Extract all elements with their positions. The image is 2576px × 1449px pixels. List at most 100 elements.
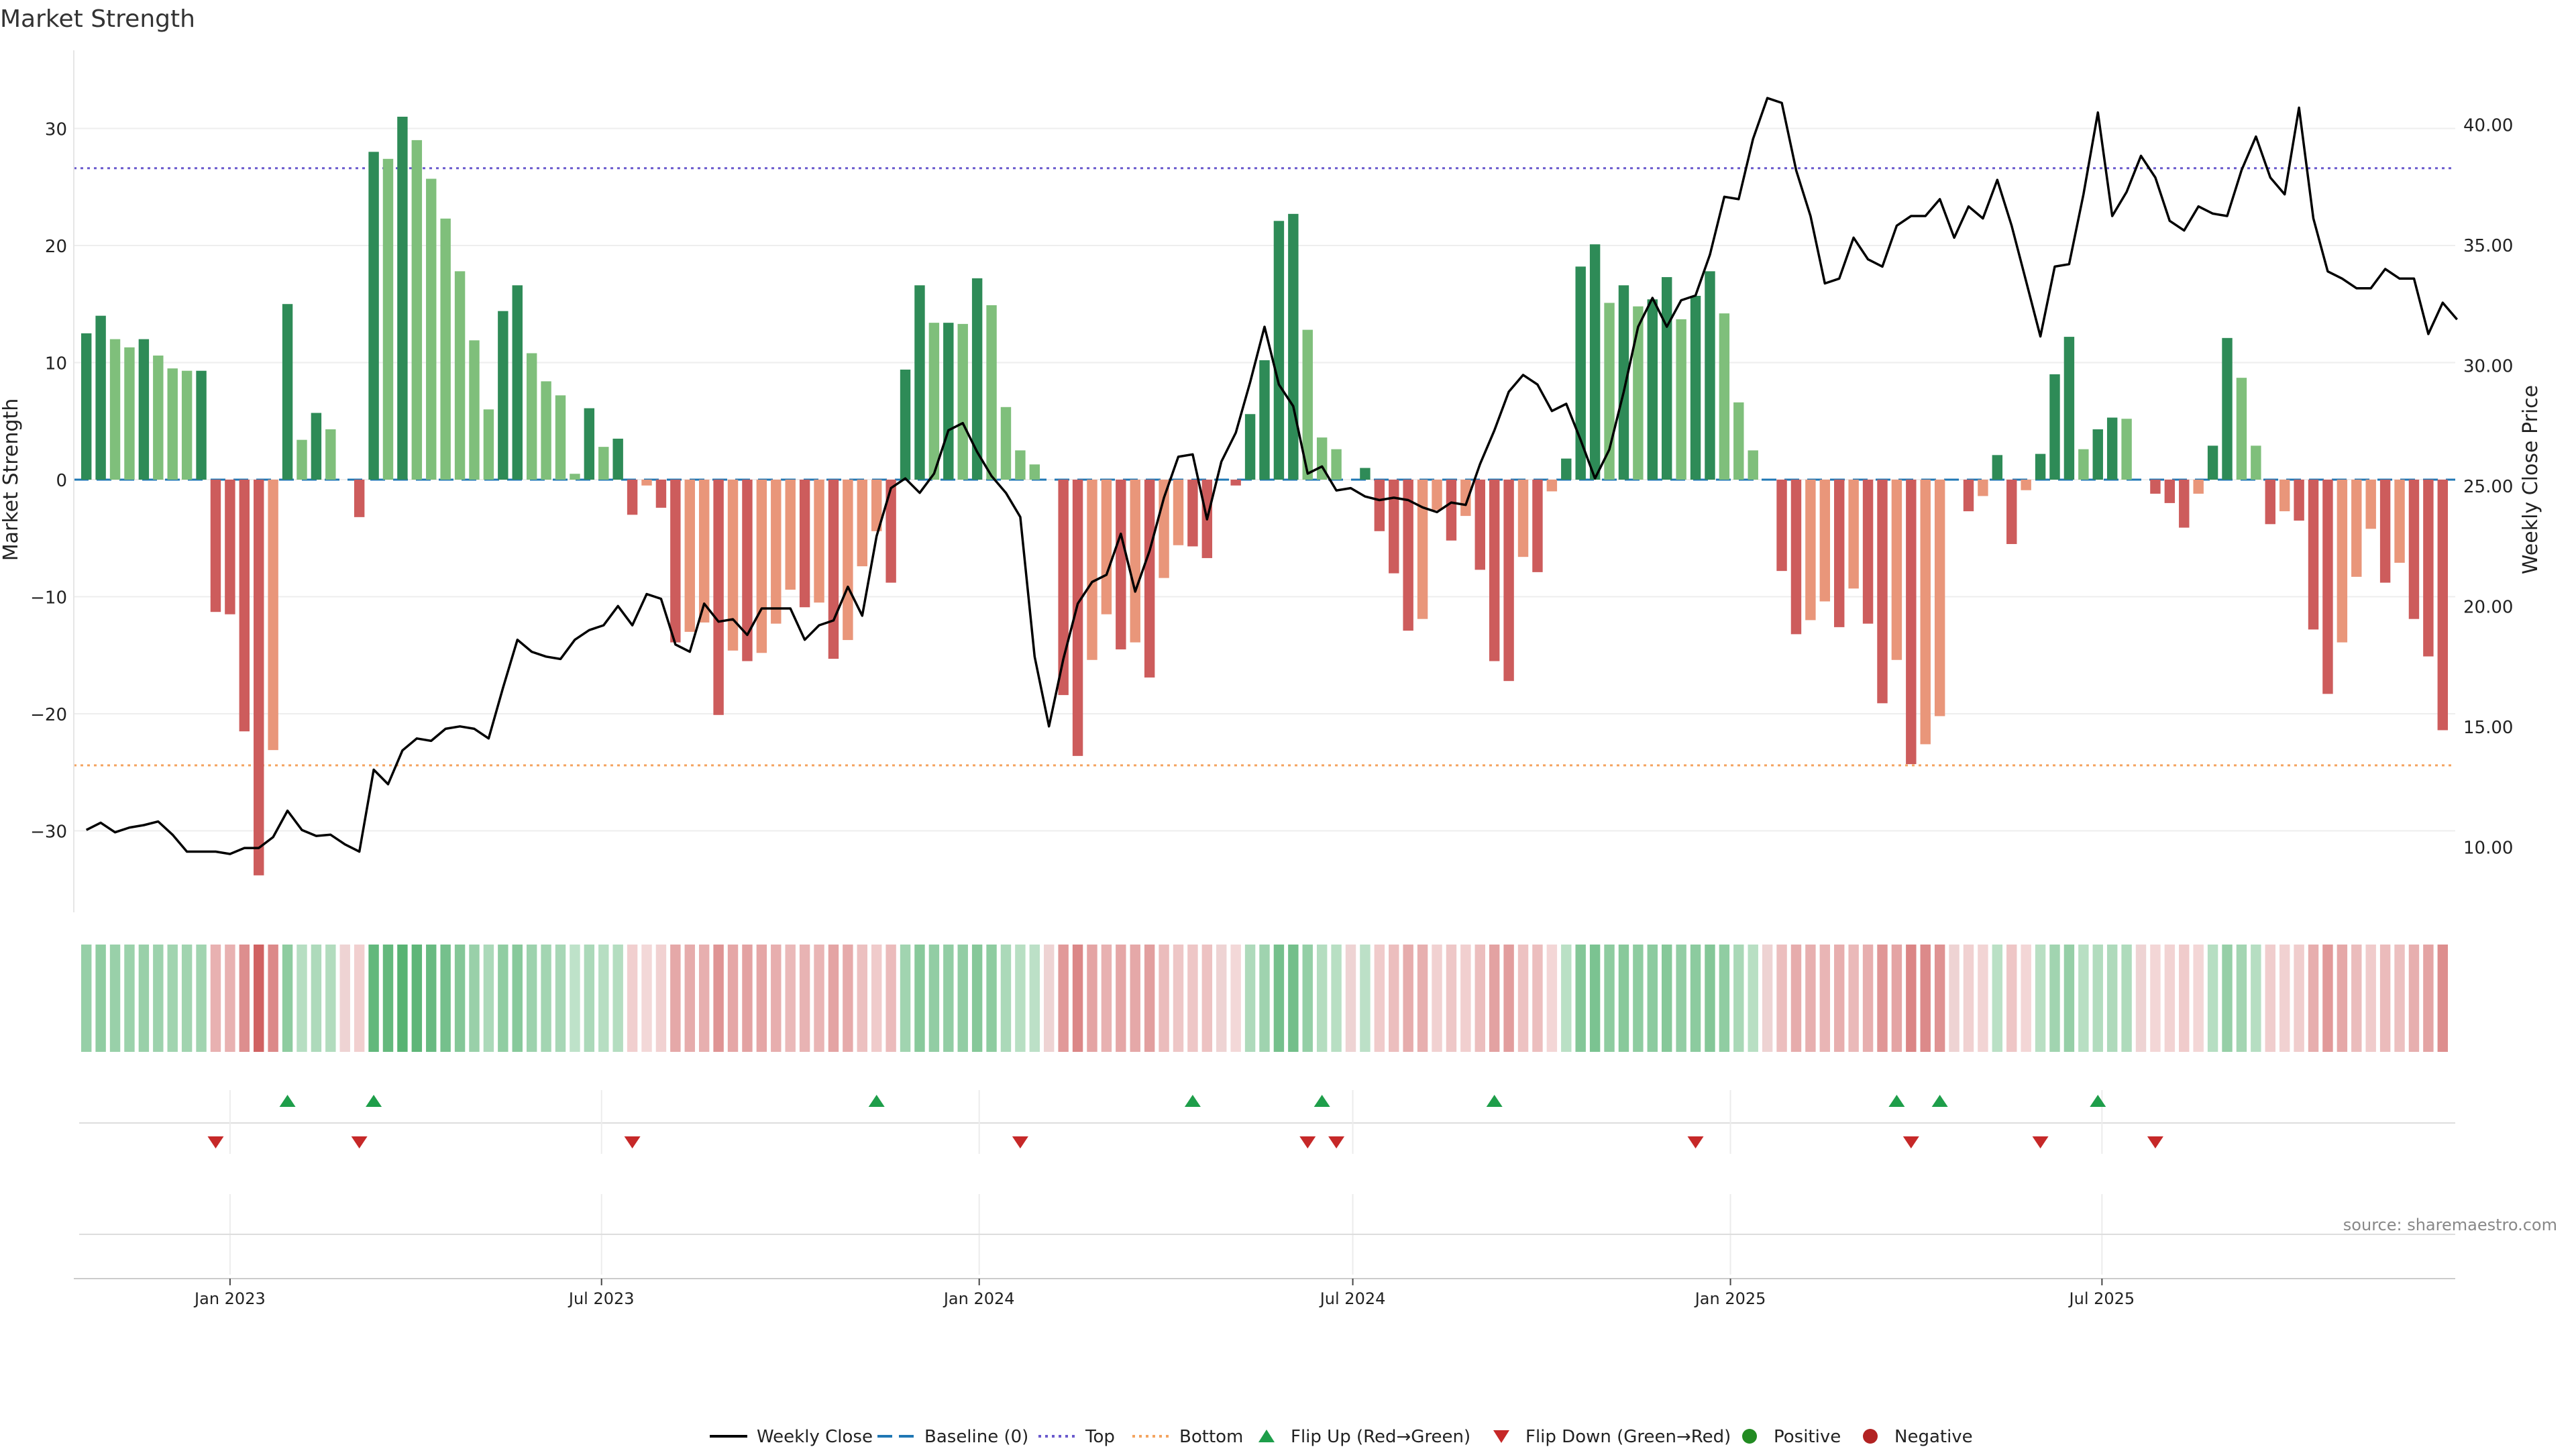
heat-cell (885, 945, 896, 1052)
strength-bar (1690, 296, 1701, 480)
strength-bar (2308, 480, 2319, 630)
y-axis-label-right: Weekly Close Price (2519, 385, 2542, 574)
strength-bar (469, 340, 480, 480)
strength-bar (1819, 480, 1831, 602)
heat-cell (1389, 945, 1399, 1052)
heat-cell (627, 945, 638, 1052)
weekly-close-line-group (85, 97, 2459, 855)
heat-cell (2236, 945, 2247, 1052)
strength-bar (1288, 213, 1299, 480)
flip-down-marker (351, 1136, 368, 1148)
heat-cell (2049, 945, 2060, 1052)
heat-cell (957, 945, 968, 1052)
strength-bar (1015, 450, 1026, 480)
strength-bar (2251, 445, 2261, 480)
strength-bar (354, 480, 365, 517)
heat-cell (1259, 945, 1270, 1052)
strength-bar (627, 480, 638, 515)
heat-cell (268, 945, 278, 1052)
x-tick-label: Jan 2024 (943, 1289, 1015, 1308)
heat-cell (167, 945, 178, 1052)
strength-bar (1474, 480, 1485, 570)
strength-bar (512, 285, 523, 480)
strength-bar (742, 480, 753, 661)
heat-cell (354, 945, 365, 1052)
legend-label: Negative (1894, 1427, 1973, 1447)
strength-bar (1891, 480, 1902, 660)
y-tick-label-left: −20 (30, 705, 67, 725)
heat-cell (1489, 945, 1500, 1052)
strength-bar (1532, 480, 1543, 572)
heat-cell (1949, 945, 1960, 1052)
heat-cell (512, 945, 523, 1052)
heat-cell (2337, 945, 2348, 1052)
heat-cell (483, 945, 494, 1052)
strength-bar (1647, 299, 1658, 480)
strength-bar (1460, 480, 1471, 517)
legend-label: Positive (1774, 1427, 1841, 1447)
heat-cell (1072, 945, 1083, 1052)
strength-bar (2265, 480, 2275, 525)
heat-cell (1360, 945, 1371, 1052)
chart-title: Market Strength (0, 5, 195, 33)
heat-cell (2021, 945, 2031, 1052)
strength-bar (713, 480, 724, 715)
strength-bar (1934, 480, 1945, 716)
heat-cell (2063, 945, 2075, 1052)
heat-cell (1819, 945, 1831, 1052)
legend-swatch (1863, 1429, 1878, 1444)
strength-bar (1058, 480, 1069, 696)
strength-bar (1000, 407, 1012, 480)
heat-cell (239, 945, 250, 1052)
strength-bar (857, 480, 868, 567)
strength-bar (1130, 480, 1140, 643)
strength-bar (928, 323, 940, 480)
legend-label: Weekly Close (757, 1427, 873, 1447)
heat-cell (871, 945, 882, 1052)
heat-cell (1173, 945, 1184, 1052)
heat-cell (1633, 945, 1644, 1052)
strength-bar (1618, 285, 1629, 480)
strength-heat-strip (80, 945, 2449, 1052)
strength-bar (225, 480, 235, 614)
strength-bar (1633, 306, 1644, 480)
strength-bar (799, 480, 810, 608)
heat-cell (2365, 945, 2376, 1052)
heat-cell (1705, 945, 1715, 1052)
strength-bar (2164, 480, 2176, 503)
heat-cell (1992, 945, 2003, 1052)
strength-bar (268, 480, 278, 751)
flip-down-marker (624, 1136, 641, 1148)
strength-bar (1259, 360, 1270, 480)
heat-cell (1690, 945, 1701, 1052)
heat-cell (1963, 945, 1974, 1052)
strength-bar (1116, 480, 1126, 650)
heat-cell (943, 945, 954, 1052)
heat-cell (641, 945, 652, 1052)
strength-bar (584, 408, 595, 480)
strength-bar (2322, 480, 2333, 694)
strength-bar (2179, 480, 2190, 528)
heat-cell (1906, 945, 1917, 1052)
strength-bar (239, 480, 250, 732)
heat-cell (698, 945, 710, 1052)
heat-cell (2106, 945, 2118, 1052)
heat-cell (1216, 945, 1227, 1052)
heat-cell (2351, 945, 2362, 1052)
heat-cell (1618, 945, 1629, 1052)
x-tick-label: Jul 2023 (568, 1289, 635, 1308)
strength-bar (397, 116, 408, 480)
strength-bar (124, 347, 135, 480)
heat-cell (900, 945, 911, 1052)
heat-cell (555, 945, 566, 1052)
heat-cell (2379, 945, 2391, 1052)
strength-bar (1790, 480, 1802, 635)
heat-cell (1748, 945, 1758, 1052)
strength-bar (1389, 480, 1399, 574)
heat-cell (612, 945, 623, 1052)
strength-bar (814, 480, 824, 603)
heat-cell (584, 945, 595, 1052)
y-tick-label-right: 15.00 (2463, 718, 2513, 738)
strength-bar (785, 480, 796, 590)
strength-bar (325, 429, 336, 480)
